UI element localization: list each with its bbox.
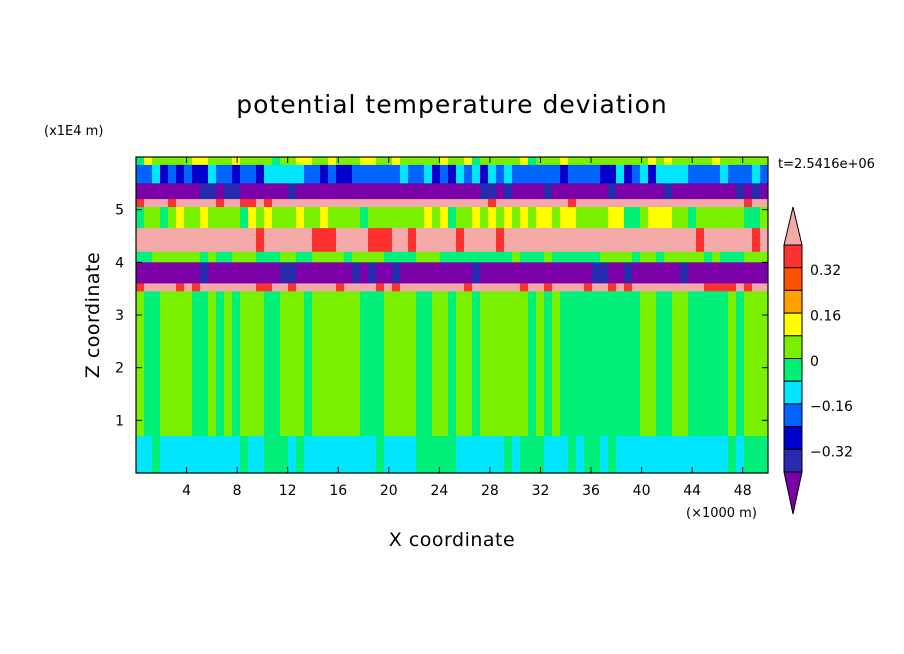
colorbar-box (783, 312, 803, 337)
x-tick-label: 40 (633, 483, 651, 499)
field-band (136, 164, 768, 184)
time-label: t=2.5416e+06 (778, 157, 875, 172)
y-tick-label: 5 (115, 203, 124, 219)
colorbar-box (783, 403, 803, 428)
x-tick-label: 16 (329, 483, 347, 499)
field-band (136, 199, 768, 208)
field-band (136, 157, 768, 166)
colorbar-box (783, 358, 803, 382)
colorbar-tick-label: 0.16 (810, 308, 841, 324)
colorbar-max-arrow (783, 206, 803, 246)
x-tick-label: 4 (182, 483, 191, 499)
x-tick-label: 24 (430, 483, 448, 499)
colorbar-box (783, 267, 803, 291)
x-tick-label: 32 (532, 483, 550, 499)
colorbar-tick-label: 0.32 (810, 263, 841, 279)
colorbar-box (783, 426, 803, 450)
y-tick-label: 1 (115, 413, 124, 429)
y-axis-label: Z coordinate (82, 252, 104, 378)
chart-title: potential temperature deviation (236, 90, 667, 119)
y-tick-label: 2 (115, 361, 124, 377)
x-tick-label: 12 (279, 483, 297, 499)
colorbar-tick-label: 0 (810, 354, 819, 370)
temperature-field (136, 157, 768, 473)
x-axis-unit: (×1000 m) (686, 506, 757, 521)
field-band (136, 283, 768, 292)
y-tick-label: 3 (115, 308, 124, 324)
field-band (136, 228, 768, 253)
y-axis-ticks: 1 2 3 4 5 (115, 203, 768, 429)
colorbar-tick-label: −0.32 (810, 445, 853, 461)
x-tick-label: 28 (481, 483, 499, 499)
colorbar-box (783, 380, 803, 405)
field-band (136, 207, 768, 229)
field-band (136, 183, 768, 200)
colorbar: 0.32 0.16 0 −0.16 −0.32 (783, 206, 853, 515)
x-axis-label: X coordinate (389, 529, 515, 551)
field-band (136, 436, 768, 473)
x-axis-ticks: 4 8 12 16 20 24 28 32 36 40 44 48 (182, 157, 752, 499)
x-tick-label: 44 (683, 483, 701, 499)
colorbar-min-arrow (783, 471, 803, 515)
x-tick-label: 36 (582, 483, 600, 499)
colorbar-box (783, 289, 803, 314)
x-tick-label: 20 (380, 483, 398, 499)
colorbar-tick-label: −0.16 (810, 399, 853, 415)
field-band (136, 291, 768, 437)
y-axis-unit: (x1E4 m) (44, 124, 103, 139)
colorbar-box (783, 335, 803, 359)
x-tick-label: 48 (734, 483, 752, 499)
colorbar-box (783, 448, 803, 473)
y-tick-label: 4 (115, 255, 124, 271)
field-band (136, 262, 768, 284)
field-band (136, 251, 768, 263)
colorbar-box (783, 244, 803, 269)
x-tick-label: 8 (233, 483, 242, 499)
